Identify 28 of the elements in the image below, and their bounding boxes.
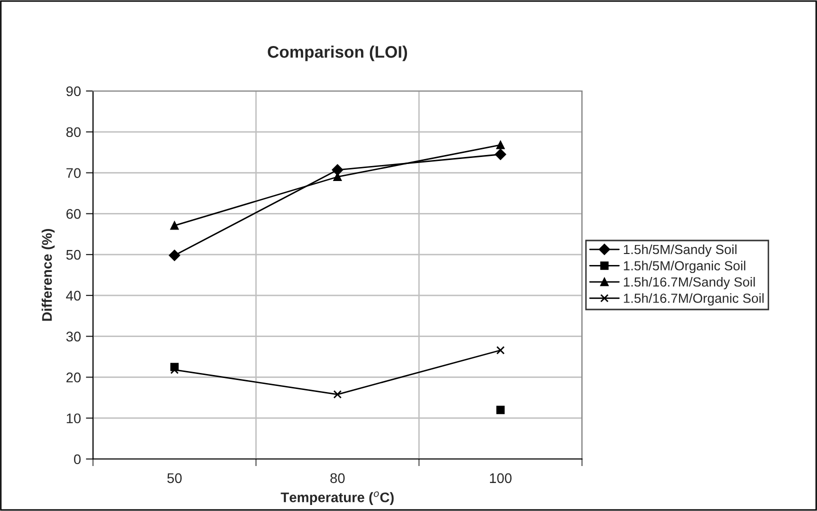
y-tick-label: 60: [66, 209, 81, 219]
x-tick-label: 80: [330, 473, 345, 484]
y-axis-title: Difference (%): [42, 228, 55, 321]
legend-label: 1.5h/16.7M/Organic Soil: [624, 293, 764, 306]
y-tick-label: 40: [66, 290, 81, 301]
point: [168, 250, 180, 261]
y-tick-label: 30: [66, 332, 81, 342]
point: [496, 346, 505, 354]
x-tick-label: 100: [490, 473, 512, 484]
x-axis-title: Temperature ($^{o}$C): [280, 491, 394, 506]
point: [332, 164, 344, 176]
y-tick-label: 10: [66, 413, 81, 424]
point: [333, 390, 342, 399]
x-tick-label: 50: [167, 473, 182, 484]
y-tick-label: 80: [66, 127, 81, 138]
chart-title: Comparison (LOI): [268, 46, 408, 62]
point: [496, 406, 505, 414]
legend-label: 1.5h/16.7M/Sandy Soil: [624, 276, 755, 290]
y-tick-label: 90: [66, 86, 81, 96]
point: [496, 140, 505, 150]
y-tick-label: 0: [74, 454, 81, 464]
y-tick-label: 20: [66, 372, 81, 382]
legend-label: 1.5h/5M/Organic Soil: [624, 260, 746, 274]
point: [170, 221, 179, 230]
y-tick-label: 70: [66, 168, 81, 178]
y-tick-label: 50: [66, 250, 81, 260]
point: [494, 148, 506, 160]
legend-label: 1.5h/5M/Sandy Soil: [624, 244, 736, 257]
